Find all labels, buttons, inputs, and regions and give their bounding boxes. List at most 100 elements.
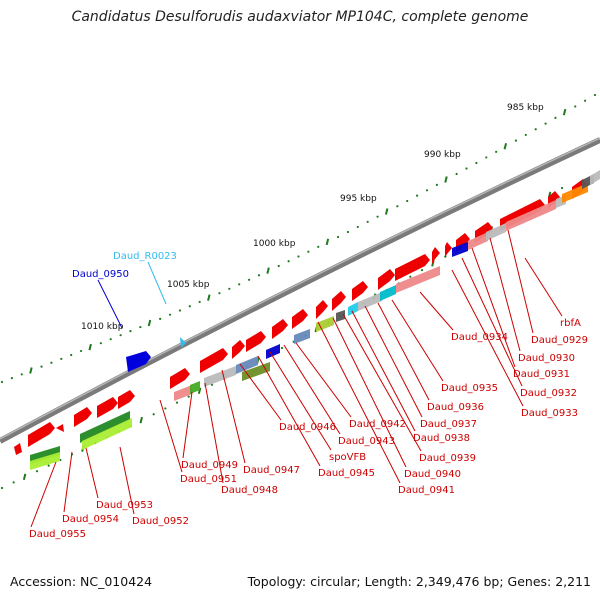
tick-minor — [346, 230, 350, 234]
tick-minor — [307, 250, 310, 253]
gene-arrow — [316, 300, 328, 319]
tick-minor — [376, 215, 379, 218]
leader-line — [204, 382, 224, 484]
inner-tick-minor — [420, 268, 424, 272]
gene-label: Daud_0940 — [404, 469, 461, 480]
gene-daud-0950-block — [126, 351, 151, 372]
tick-minor — [257, 274, 261, 277]
leader-line — [461, 257, 523, 387]
tick-minor — [277, 264, 280, 268]
scale-label-1010: 1010 kbp — [81, 322, 124, 332]
gene-label: Daud_0942 — [349, 419, 406, 430]
leader-line — [85, 447, 99, 499]
feature-block — [452, 242, 468, 257]
gene-label: Daud_0939 — [419, 453, 476, 464]
tick-minor — [129, 330, 132, 333]
tick-minor — [396, 205, 399, 208]
genome-summary: Topology: circular; Length: 2,349,476 bp… — [247, 574, 591, 589]
feature-block — [336, 310, 345, 322]
tick-major — [147, 319, 152, 327]
inner-tick-minor — [47, 464, 50, 467]
gene-arrow — [74, 407, 92, 427]
leader-line — [419, 291, 454, 331]
gene-arrow — [352, 281, 368, 301]
tick-minor — [287, 260, 290, 263]
tick-major — [384, 208, 389, 215]
tick-minor — [425, 189, 429, 192]
tick-minor — [317, 245, 320, 248]
gene-label: Daud_0937 — [420, 419, 477, 430]
tick-minor — [238, 283, 241, 286]
tick-minor — [584, 99, 587, 102]
inner-tick-minor — [152, 413, 155, 416]
tick-minor — [159, 317, 162, 320]
leader-line — [239, 363, 282, 421]
gene-arrow — [395, 254, 430, 281]
scale-label-985: 985 kbp — [507, 103, 544, 113]
gene-label: spoVFB — [329, 452, 366, 463]
feature-block — [80, 411, 130, 443]
inner-tick-minor — [164, 407, 167, 410]
scale-label-1005: 1005 kbp — [167, 280, 210, 290]
gene-label: Daud_0934 — [451, 332, 508, 343]
tick-minor — [109, 338, 112, 341]
gene-arrow — [56, 424, 64, 432]
tick-minor — [554, 116, 557, 119]
tick-minor — [198, 300, 201, 304]
feature-block — [236, 356, 258, 374]
gene-label: Daud_0931 — [513, 369, 570, 380]
gene-label: Daud_0946 — [279, 422, 336, 433]
tick-minor — [366, 220, 369, 223]
leader-line — [63, 451, 73, 513]
rna-marker — [180, 337, 186, 348]
feature-block — [486, 223, 506, 241]
tick-minor — [455, 172, 458, 176]
leader-line — [342, 313, 422, 452]
inner-tick-minor — [280, 346, 284, 350]
leader-line — [159, 399, 183, 473]
tick-minor — [79, 349, 83, 353]
leader-line-daud-0950 — [97, 279, 123, 329]
gene-label-daud-0950: Daud_0950 — [72, 269, 129, 280]
gene-arrow — [246, 331, 266, 352]
gene-label: Daud_0945 — [318, 468, 375, 479]
leader-line — [257, 355, 321, 467]
feature-block — [358, 292, 382, 311]
inner-tick-minor — [187, 395, 190, 398]
tick-major — [562, 108, 567, 116]
feature-block — [506, 200, 556, 231]
tick-minor — [336, 235, 340, 239]
tick-minor — [593, 93, 597, 97]
tick-minor — [139, 325, 142, 329]
gene-labels: rbfA Daud_0929 Daud_0930 Daud_0931 Daud_0932… — [29, 229, 588, 540]
gene-arrow — [14, 443, 22, 455]
gene-arrow — [200, 348, 228, 373]
gene-arrow — [97, 397, 118, 418]
tick-minor — [10, 377, 13, 380]
tick-minor — [544, 122, 547, 125]
gene-arrow — [272, 319, 288, 339]
gene-arrow — [432, 247, 440, 264]
tick-minor — [50, 361, 53, 364]
leader-line — [221, 369, 246, 464]
gene-label: Daud_0938 — [413, 433, 470, 444]
feature-block — [294, 329, 310, 344]
tick-major — [444, 176, 448, 183]
tick-minor — [297, 255, 300, 258]
tick-minor — [228, 287, 231, 290]
tick-minor — [40, 365, 43, 368]
feature-block — [590, 170, 600, 185]
tick-minor — [406, 199, 409, 203]
feature-block — [204, 366, 236, 387]
leader-line — [471, 247, 516, 368]
leader-line — [364, 305, 423, 418]
gene-label: Daud_0932 — [520, 388, 577, 399]
gene-arrow — [28, 422, 55, 447]
gene-label: Daud_0936 — [427, 402, 484, 413]
tick-minor — [60, 357, 63, 360]
gene-arrow — [170, 368, 190, 389]
leader-line — [391, 299, 444, 382]
leader-line — [332, 317, 407, 468]
tick-minor — [247, 278, 251, 281]
